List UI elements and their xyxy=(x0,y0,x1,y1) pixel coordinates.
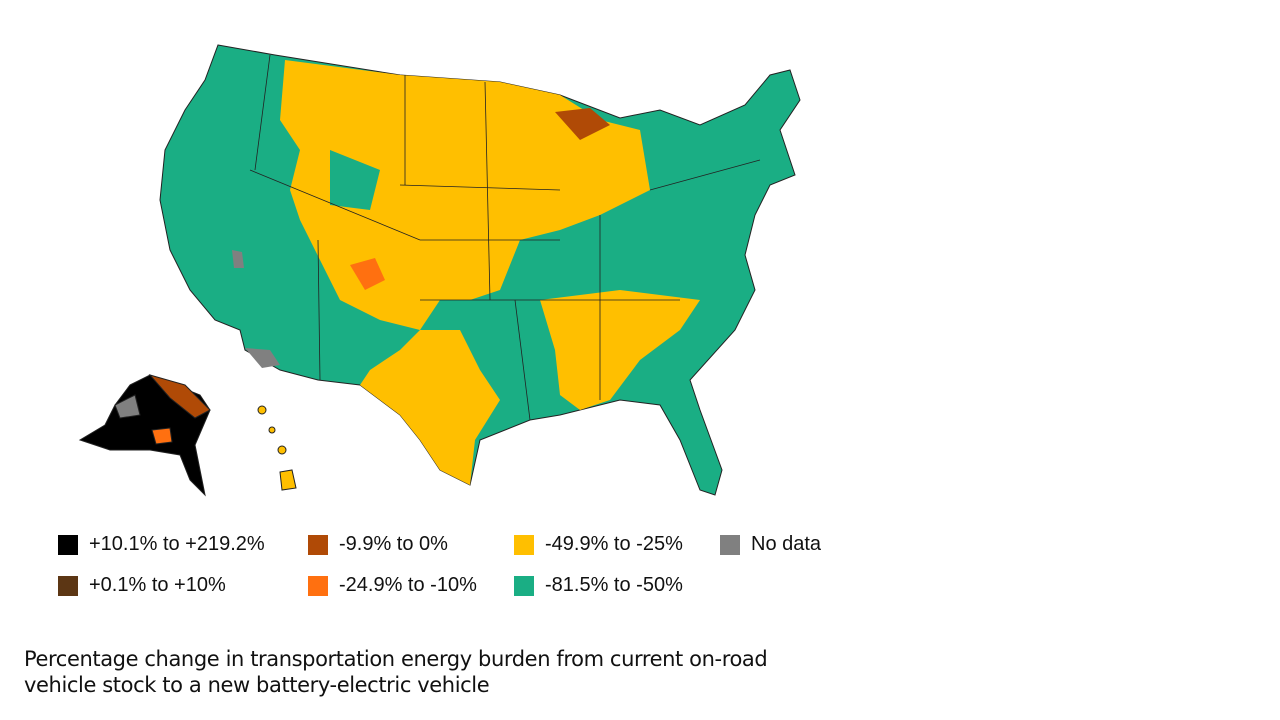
legend-swatch xyxy=(58,534,78,555)
legend-item: +0.1% to +10% xyxy=(58,574,226,597)
hawaii xyxy=(257,405,297,491)
az-nodata xyxy=(245,348,280,368)
west-green-patch xyxy=(330,150,380,210)
legend-item: -49.9% to -25% xyxy=(514,533,683,556)
legend-item: No data xyxy=(720,533,821,556)
contiguous-us xyxy=(159,44,801,496)
legend-swatch xyxy=(514,534,534,555)
alaska-orange xyxy=(151,427,173,445)
alaska-nodata xyxy=(114,394,141,419)
legend-item: +10.1% to +219.2% xyxy=(58,533,265,556)
legend-swatch xyxy=(514,575,534,596)
map-legend: +10.1% to +219.2% +0.1% to +10% -9.9% to… xyxy=(58,533,858,603)
state-borders xyxy=(249,54,761,421)
alaska-brown xyxy=(148,374,211,419)
legend-item: -9.9% to 0% xyxy=(308,533,448,556)
hawaii-big-island xyxy=(279,469,297,491)
texas-yellow xyxy=(360,330,500,485)
nv-nodata xyxy=(232,250,244,268)
legend-label: -24.9% to -10% xyxy=(339,574,477,596)
legend-swatch xyxy=(308,534,328,555)
legend-label: -81.5% to -50% xyxy=(545,574,683,596)
legend-swatch xyxy=(720,534,740,555)
mn-wi-orange xyxy=(555,108,610,140)
map-caption: Percentage change in transportation ener… xyxy=(24,646,768,698)
hawaii-island-1 xyxy=(257,405,267,415)
legend-label: No data xyxy=(751,533,822,555)
us-county-map xyxy=(78,44,801,497)
legend-label: -9.9% to 0% xyxy=(339,533,448,555)
hawaii-island-2 xyxy=(268,426,276,434)
alaska-black xyxy=(78,374,211,497)
legend-label: +10.1% to +219.2% xyxy=(89,533,265,555)
legend-item: -81.5% to -50% xyxy=(514,574,683,597)
legend-swatch xyxy=(308,575,328,596)
legend-item: -24.9% to -10% xyxy=(308,574,477,597)
southeast-yellow xyxy=(540,290,700,410)
colorado-orange xyxy=(350,258,385,290)
caption-line-2: vehicle stock to a new battery-electric … xyxy=(24,673,490,697)
alaska xyxy=(78,374,211,497)
legend-label: -49.9% to -25% xyxy=(545,533,683,555)
hawaii-island-3 xyxy=(277,445,287,455)
legend-label: +0.1% to +10% xyxy=(89,574,226,596)
legend-swatch xyxy=(58,575,78,596)
caption-line-1: Percentage change in transportation ener… xyxy=(24,647,768,671)
